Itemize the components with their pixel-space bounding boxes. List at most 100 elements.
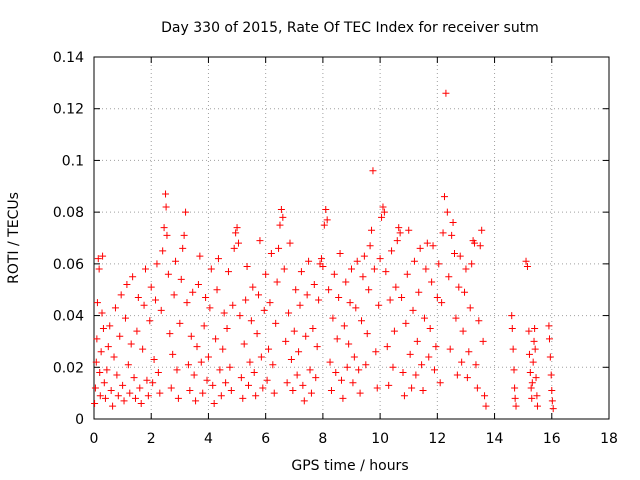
data-point (348, 265, 355, 273)
data-point (297, 268, 305, 276)
data-point (147, 283, 155, 291)
data-point (362, 361, 370, 369)
data-point (137, 399, 145, 407)
x-tick-label: 10 (371, 431, 389, 447)
data-point (403, 270, 411, 278)
data-point (200, 322, 208, 330)
data-point (134, 293, 142, 301)
data-point (527, 384, 535, 392)
data-point (177, 275, 185, 283)
data-point (247, 317, 255, 325)
data-point (173, 366, 181, 374)
data-point (368, 226, 376, 234)
data-point (146, 317, 154, 325)
data-point (319, 262, 327, 270)
data-point (326, 358, 334, 366)
data-point (446, 345, 454, 353)
data-point (546, 353, 554, 361)
data-point (413, 337, 421, 345)
y-tick-label: 0.02 (53, 360, 84, 376)
data-point (204, 353, 212, 361)
data-point (209, 381, 217, 389)
data-point (471, 239, 479, 247)
data-point (203, 376, 211, 384)
data-point (243, 262, 251, 270)
data-point (462, 265, 470, 273)
data-point (286, 239, 294, 247)
data-point (120, 397, 128, 405)
data-point (429, 242, 437, 250)
data-point (309, 325, 317, 332)
data-point (101, 394, 109, 402)
data-point (163, 231, 171, 239)
data-point (533, 392, 541, 400)
data-point (472, 361, 480, 369)
data-point (220, 309, 228, 317)
data-point (190, 371, 198, 379)
data-point (443, 208, 451, 216)
data-point (263, 376, 271, 384)
data-point (322, 206, 330, 214)
data-point (182, 208, 190, 216)
data-point (236, 312, 244, 320)
data-point (388, 247, 396, 255)
data-point (463, 374, 471, 382)
data-point (131, 394, 139, 402)
data-point (396, 229, 404, 237)
data-point (363, 330, 371, 338)
data-point (511, 394, 519, 402)
data-point (93, 299, 101, 307)
data-point (126, 389, 134, 397)
data-point (478, 226, 486, 234)
data-point (383, 343, 391, 351)
data-point (382, 268, 390, 276)
data-point (302, 332, 310, 340)
data-point (107, 387, 115, 395)
data-point (164, 270, 172, 278)
data-point (104, 343, 112, 351)
data-point (127, 340, 135, 348)
data-point (438, 299, 446, 307)
x-tick-label: 0 (90, 431, 99, 447)
data-point (410, 257, 418, 265)
data-point (143, 376, 151, 384)
data-point (130, 374, 138, 382)
data-point (233, 224, 241, 232)
data-point (94, 255, 102, 263)
data-point (194, 281, 202, 289)
data-point (249, 283, 257, 291)
data-point (140, 301, 148, 309)
data-point (547, 371, 555, 379)
data-point (124, 361, 132, 369)
data-point (385, 381, 393, 389)
data-point (169, 350, 177, 358)
data-point (269, 361, 277, 369)
data-point (240, 340, 248, 348)
data-point (448, 231, 456, 239)
data-point (307, 389, 315, 397)
data-point (213, 286, 221, 294)
data-point (395, 224, 403, 232)
data-point (445, 273, 453, 281)
data-point (526, 368, 534, 376)
data-point (170, 291, 178, 299)
data-point (528, 394, 536, 402)
data-point (230, 244, 238, 252)
data-point (365, 286, 373, 294)
data-point (150, 356, 158, 364)
data-point (312, 374, 320, 382)
data-point (110, 353, 118, 361)
data-point (246, 358, 254, 366)
data-point (330, 270, 338, 278)
data-point (282, 337, 290, 345)
data-point (136, 384, 144, 392)
x-tick-label: 2 (147, 431, 156, 447)
data-point (451, 250, 458, 258)
data-point (142, 265, 149, 273)
data-point (452, 314, 460, 322)
data-point (356, 389, 364, 397)
data-point (283, 379, 291, 387)
data-point (481, 392, 489, 400)
data-point (419, 387, 427, 395)
data-point (119, 381, 127, 389)
